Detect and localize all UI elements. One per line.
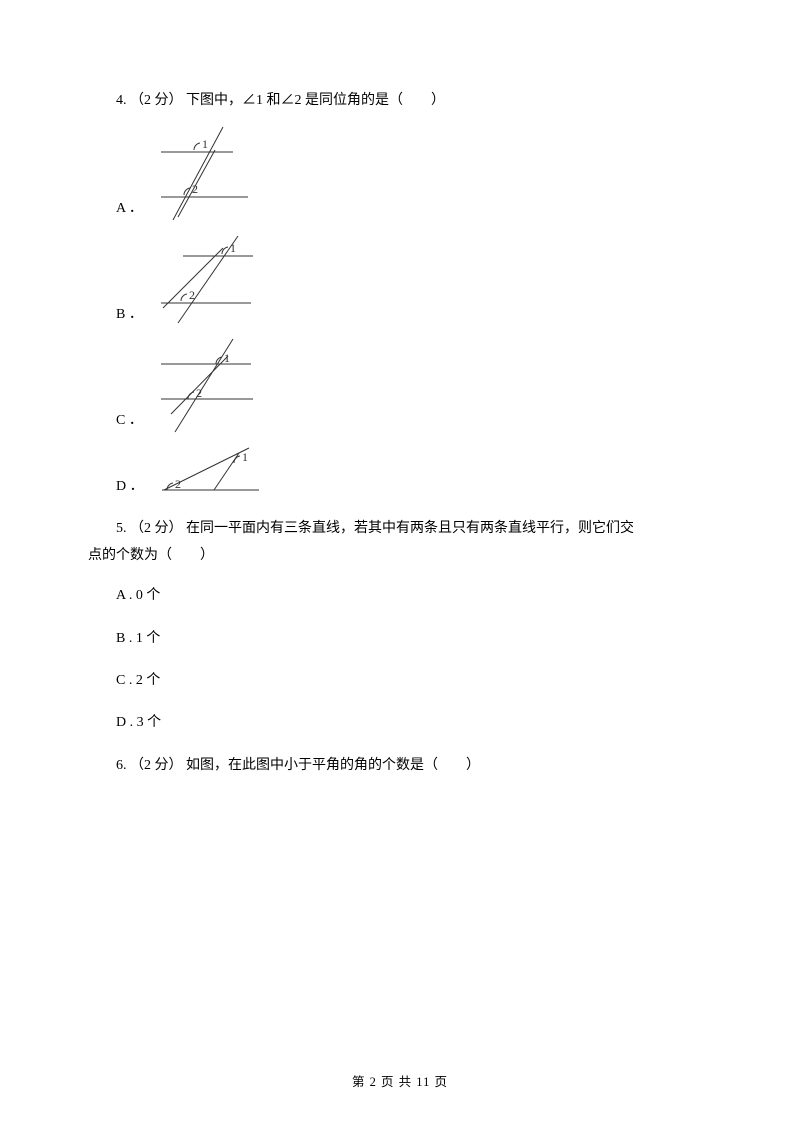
- q4-option-d-label: D ．: [88, 476, 144, 500]
- q4-option-c-label: C ．: [88, 410, 143, 434]
- diagram-d-svg: 12: [154, 440, 274, 500]
- diagram-a-svg: 12: [153, 122, 263, 222]
- page-footer: 第 2 页 共 11 页: [0, 1072, 800, 1092]
- q5-stem-line2: 点的个数为（ ）: [88, 545, 712, 567]
- q4-diagram-d: 12: [154, 440, 274, 500]
- q5-option-a: A . 0 个: [88, 585, 712, 607]
- q4-option-b-label: B ．: [88, 304, 143, 328]
- q5-stem-line1: 5. （2 分） 在同一平面内有三条直线，若其中有两条且只有两条直线平行，则它们…: [88, 518, 712, 540]
- svg-text:1: 1: [202, 137, 208, 151]
- q4-option-b: B ． 12: [88, 228, 712, 328]
- svg-text:1: 1: [242, 450, 248, 464]
- svg-text:2: 2: [192, 182, 198, 196]
- svg-text:1: 1: [224, 351, 230, 365]
- q5-text1: 在同一平面内有三条直线，若其中有两条且只有两条直线平行，则它们交: [186, 521, 634, 536]
- q4-option-a-label: A ．: [88, 198, 143, 222]
- q5-number: 5.: [116, 521, 127, 536]
- q4-points: （2 分）: [130, 93, 183, 108]
- q6-text: 如图，在此图中小于平角的角的个数是（ ）: [186, 758, 480, 773]
- svg-text:2: 2: [189, 288, 195, 302]
- q4-option-d: D ． 12: [88, 440, 712, 500]
- q5-option-d: D . 3 个: [88, 712, 712, 734]
- q4-number: 4.: [116, 93, 127, 108]
- q4-option-a: A ． 12: [88, 122, 712, 222]
- q4-stem: 4. （2 分） 下图中，∠1 和∠2 是同位角的是（ ）: [88, 90, 712, 112]
- q4-diagram-a: 12: [153, 122, 263, 222]
- q6-number: 6.: [116, 758, 127, 773]
- q4-diagram-b: 12: [153, 228, 263, 328]
- q5-option-b: B . 1 个: [88, 628, 712, 650]
- svg-text:2: 2: [175, 477, 181, 491]
- svg-text:1: 1: [230, 241, 236, 255]
- q4-diagram-c: 12: [153, 334, 263, 434]
- diagram-b-svg: 12: [153, 228, 263, 328]
- diagram-c-svg: 12: [153, 334, 263, 434]
- q4-option-c: C ． 12: [88, 334, 712, 434]
- q4-text: 下图中，∠1 和∠2 是同位角的是（ ）: [186, 93, 445, 108]
- q6-points: （2 分）: [130, 758, 183, 773]
- q5-points: （2 分）: [130, 521, 183, 536]
- svg-text:2: 2: [196, 386, 202, 400]
- exam-page: 4. （2 分） 下图中，∠1 和∠2 是同位角的是（ ） A ． 12 B ．…: [0, 0, 800, 1132]
- q5-option-c: C . 2 个: [88, 670, 712, 692]
- q6-stem: 6. （2 分） 如图，在此图中小于平角的角的个数是（ ）: [88, 755, 712, 777]
